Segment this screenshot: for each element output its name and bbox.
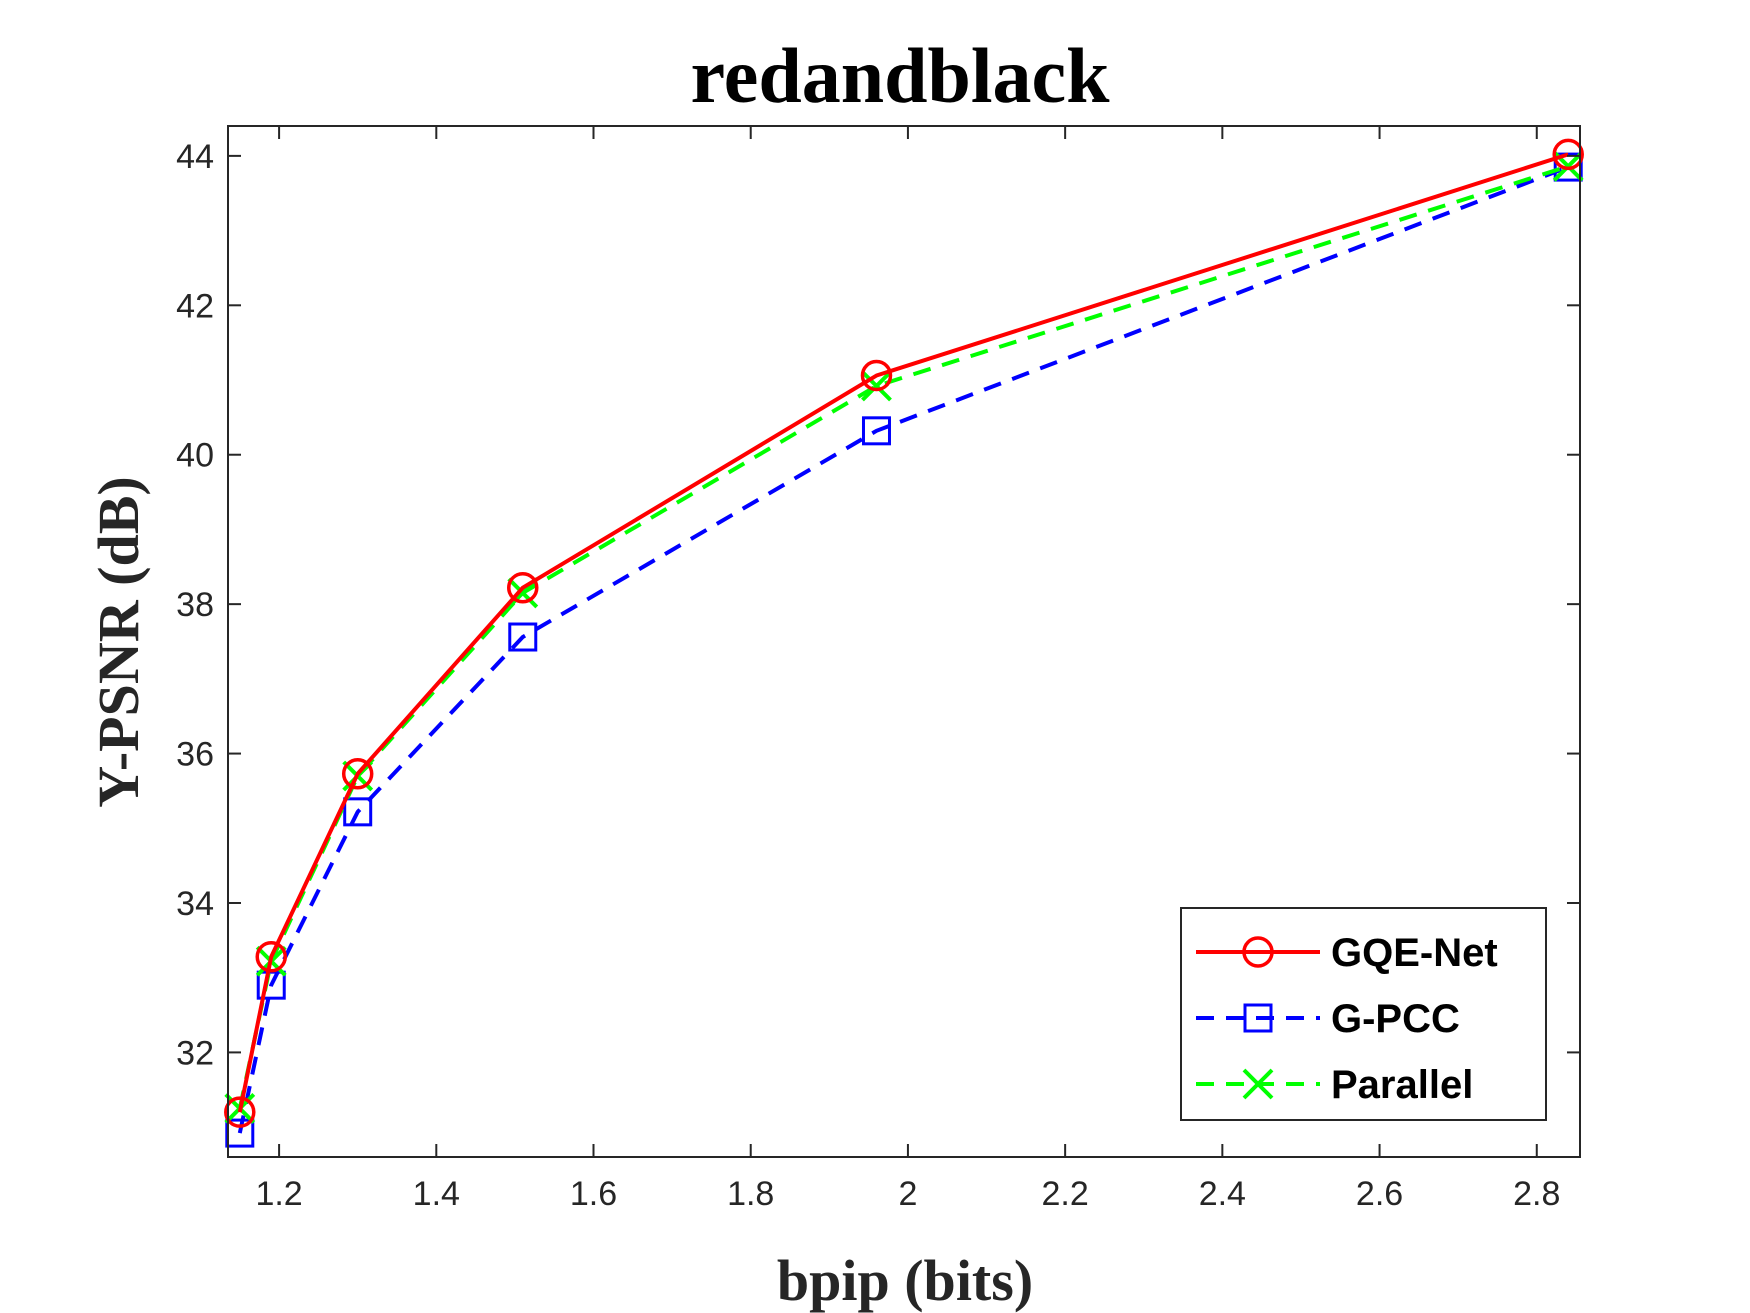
x-tick-label: 1.4 xyxy=(413,1175,460,1213)
axes-box xyxy=(227,125,1581,1158)
y-tick-label: 40 xyxy=(176,437,214,475)
series-g-pcc xyxy=(225,152,1583,1148)
data-point xyxy=(861,370,892,402)
y-tick-label: 42 xyxy=(176,287,214,325)
legend-item-parallel: Parallel xyxy=(1196,1063,1473,1107)
y-tick-label: 38 xyxy=(176,586,214,624)
chart-title: redandblack xyxy=(690,32,1110,119)
data-point xyxy=(507,571,539,604)
legend-label: G-PCC xyxy=(1331,997,1460,1041)
legend-label: Parallel xyxy=(1331,1063,1473,1107)
legend-items: GQE-Net G-PCC Parallel xyxy=(1196,931,1498,1107)
legend-label: GQE-Net xyxy=(1331,931,1498,975)
marker-stroke xyxy=(1552,150,1584,182)
series-gqe-net xyxy=(224,138,1584,1128)
data-point xyxy=(861,416,891,446)
ticks-layer: 1.2 1.4 1.6 1.8 2 2.2 2.4 2.6 2.8 32 34 36 38 40 42 44 xyxy=(176,126,1580,1213)
y-tick-label: 32 xyxy=(176,1034,214,1072)
marker-stroke xyxy=(1242,1068,1274,1100)
y-tick-label: 44 xyxy=(176,138,214,176)
x-axis-label: bpip (bits) xyxy=(777,1248,1033,1313)
y-tick-label: 34 xyxy=(176,885,214,923)
x-tick-label: 2.4 xyxy=(1199,1175,1246,1213)
data-point xyxy=(343,797,373,827)
legend-marker xyxy=(1242,936,1274,968)
series-layer xyxy=(224,138,1584,1148)
series-line xyxy=(237,165,1569,1134)
data-point xyxy=(508,622,538,652)
legend-item-g-pcc: G-PCC xyxy=(1196,997,1460,1041)
legend-marker xyxy=(1242,1068,1274,1100)
x-tick-label: 1.6 xyxy=(570,1175,617,1213)
x-tick-label: 1.8 xyxy=(727,1175,774,1213)
x-tick-label: 2.8 xyxy=(1513,1175,1560,1213)
data-point xyxy=(341,757,374,790)
x-tick-label: 2.6 xyxy=(1356,1175,1403,1213)
data-point xyxy=(255,941,287,973)
data-point xyxy=(224,1096,256,1128)
legend: GQE-Net G-PCC Parallel xyxy=(1180,907,1547,1121)
y-axis-label: Y-PSNR (dB) xyxy=(86,476,151,807)
data-point xyxy=(225,1118,255,1148)
legend-marker xyxy=(1243,1003,1273,1033)
x-tick-label: 2 xyxy=(898,1175,917,1213)
y-tick-label: 36 xyxy=(176,736,214,774)
data-point xyxy=(1552,138,1584,171)
x-tick-label: 2.2 xyxy=(1042,1175,1089,1213)
series-line xyxy=(237,152,1569,1113)
legend-item-gqe-net: GQE-Net xyxy=(1196,931,1498,975)
data-point xyxy=(860,359,893,392)
x-tick-label: 1.2 xyxy=(255,1175,302,1213)
marker-stroke xyxy=(861,370,892,402)
data-point xyxy=(1553,152,1583,182)
